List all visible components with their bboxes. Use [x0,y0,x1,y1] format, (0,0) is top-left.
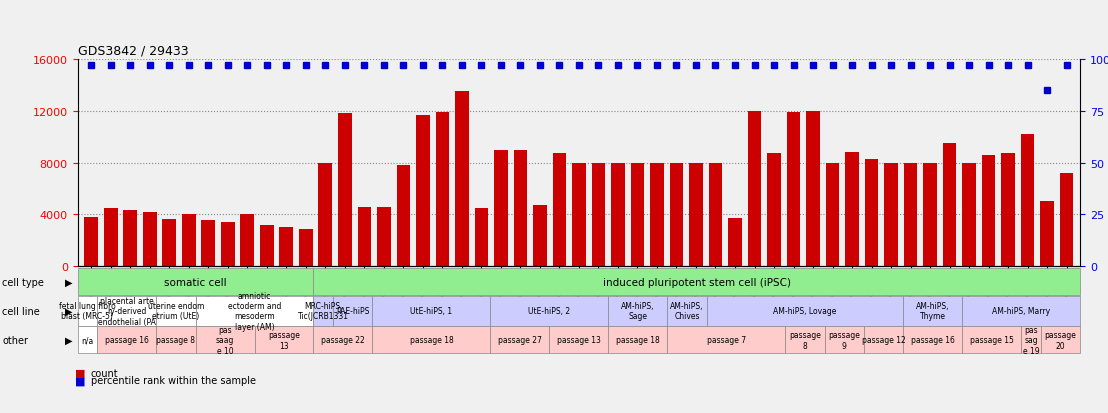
Text: placental arte
ry-derived
endothelial (PA: placental arte ry-derived endothelial (P… [98,296,155,326]
Text: AM-hiPS,
Thyme: AM-hiPS, Thyme [916,301,950,320]
Text: UtE-hiPS, 1: UtE-hiPS, 1 [410,306,452,316]
Bar [630,163,644,266]
Text: passage 18: passage 18 [410,336,453,344]
Bar [904,163,917,266]
Bar [494,150,507,266]
Text: passage
20: passage 20 [1045,330,1077,350]
Text: amniotic
ectoderm and
mesoderm
layer (AM): amniotic ectoderm and mesoderm layer (AM… [228,291,281,331]
Bar [864,159,879,266]
Bar [669,163,684,266]
Text: count: count [91,368,119,378]
Text: passage 15: passage 15 [970,336,1014,344]
Bar [923,163,937,266]
Text: n/a: n/a [81,336,93,344]
Text: AM-hiPS, Lovage: AM-hiPS, Lovage [773,306,837,316]
Bar [689,163,702,266]
Bar [377,207,391,266]
Text: passage 12: passage 12 [862,336,905,344]
Text: AM-hiPS,
Sage: AM-hiPS, Sage [622,301,655,320]
Bar [807,112,820,266]
Text: passage 18: passage 18 [616,336,659,344]
Text: fetal lung fibro
blast (MRC-5): fetal lung fibro blast (MRC-5) [59,301,115,320]
Bar [435,113,449,266]
Text: passage 7: passage 7 [707,336,746,344]
Text: pas
sag
e 19: pas sag e 19 [1023,325,1039,355]
Text: other: other [2,335,28,345]
Bar [982,155,995,266]
Text: MRC-hiPS,
Tic(JCRB1331: MRC-hiPS, Tic(JCRB1331 [298,301,349,320]
Text: cell type: cell type [2,277,44,287]
Text: passage
9: passage 9 [829,330,860,350]
Bar [787,113,800,266]
Bar [748,112,761,266]
Text: passage 27: passage 27 [497,336,542,344]
Bar [84,217,98,266]
Text: percentile rank within the sample: percentile rank within the sample [91,375,256,385]
Bar [728,218,742,266]
Bar [240,214,254,266]
Text: passage 8: passage 8 [156,336,195,344]
Bar [279,228,294,266]
Bar [455,92,469,266]
Text: ▶: ▶ [64,335,72,345]
Bar [709,163,722,266]
Bar [533,206,546,266]
Bar [318,163,332,266]
Bar [123,211,137,266]
Bar [825,163,840,266]
Bar [592,163,605,266]
Text: passage
8: passage 8 [789,330,821,350]
Text: PAE-hiPS: PAE-hiPS [336,306,369,316]
Bar [163,220,176,266]
Bar [1020,135,1035,266]
Bar [650,163,664,266]
Bar [514,150,527,266]
Text: AM-hiPS,
Chives: AM-hiPS, Chives [670,301,704,320]
Bar [220,223,235,266]
Bar [1040,202,1054,266]
Bar [338,114,351,266]
Bar [572,163,586,266]
Text: passage 16: passage 16 [911,336,955,344]
Text: ■: ■ [75,375,85,385]
Bar [845,153,859,266]
Bar [962,163,976,266]
Bar [299,229,312,266]
Bar [474,208,489,266]
Text: uterine endom
etrium (UtE): uterine endom etrium (UtE) [147,301,204,320]
Bar [397,166,410,266]
Bar [202,221,215,266]
Bar [104,208,117,266]
Text: cell line: cell line [2,306,40,316]
Bar [612,163,625,266]
Text: passage 16: passage 16 [105,336,148,344]
Text: ▶: ▶ [64,306,72,316]
Bar [416,115,430,266]
Bar [260,225,274,266]
Text: somatic cell: somatic cell [164,277,227,287]
Text: GDS3842 / 29433: GDS3842 / 29433 [78,44,188,57]
Bar [143,212,156,266]
Bar [943,144,956,266]
Bar [767,154,781,266]
Bar [1060,173,1074,266]
Text: passage
13: passage 13 [268,330,300,350]
Text: UtE-hiPS, 2: UtE-hiPS, 2 [529,306,571,316]
Text: ▶: ▶ [64,277,72,287]
Text: pas
saag
e 10: pas saag e 10 [216,325,234,355]
Text: induced pluripotent stem cell (iPSC): induced pluripotent stem cell (iPSC) [603,277,791,287]
Text: ■: ■ [75,368,85,378]
Bar [553,154,566,266]
Bar [1002,154,1015,266]
Bar [884,163,897,266]
Text: passage 13: passage 13 [557,336,601,344]
Bar [358,207,371,266]
Text: AM-hiPS, Marry: AM-hiPS, Marry [993,306,1050,316]
Bar [182,214,196,266]
Text: passage 22: passage 22 [321,336,365,344]
